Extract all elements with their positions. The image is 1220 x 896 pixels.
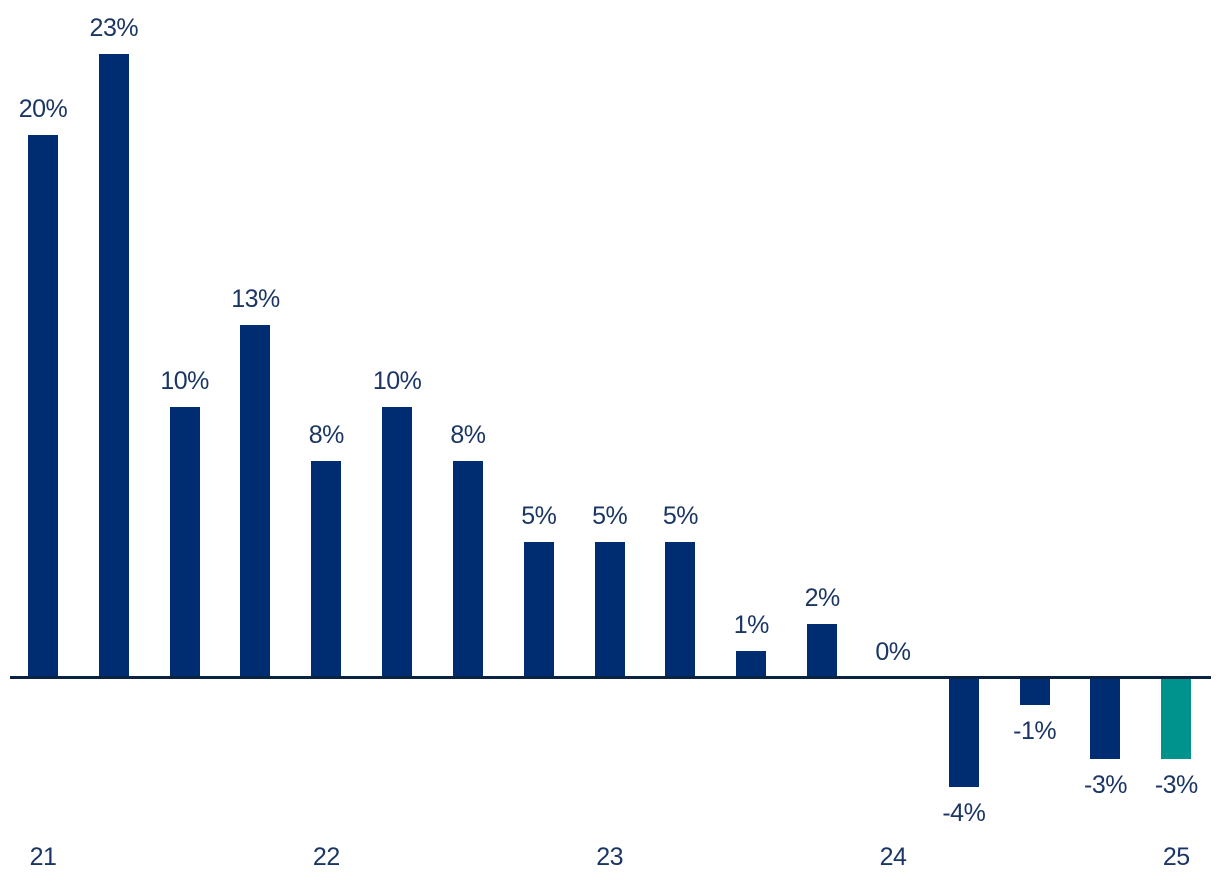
bar [311,460,342,678]
bar [948,678,979,787]
bar-value-label: 8% [450,420,486,449]
bar-value-label: 5% [592,502,628,531]
bar-value-label: -3% [1084,771,1127,800]
bar-value-label: -3% [1154,771,1198,800]
bar [736,650,767,678]
bar-value-label: 5% [662,502,699,531]
bar-value-label: -4% [942,798,986,827]
bar-value-label: 13% [231,285,280,314]
bar [240,325,271,678]
bar [1090,678,1121,760]
bar [523,542,554,678]
bar [382,406,413,678]
bar [594,542,625,678]
bar-value-label: -1% [1013,717,1057,746]
bar-value-label: 5% [521,502,557,531]
bar [807,623,838,678]
bar [665,542,696,678]
highlighted-bar [1161,678,1192,760]
bar [28,135,58,678]
x-axis-baseline [10,676,1211,679]
bar [1019,678,1050,706]
bar-value-label: 2% [804,583,841,612]
bar-value-label: 1% [733,610,770,639]
x-axis-tick-label: 21 [29,843,57,871]
bar [98,53,129,678]
bar-value-label: 23% [89,13,139,42]
bar-value-label: 0% [875,638,911,666]
bar-value-label: 8% [308,420,345,449]
x-axis-tick-label: 24 [879,843,907,871]
x-axis-tick-label: 23 [596,843,624,871]
x-axis-tick-label: 25 [1162,843,1190,871]
bar [452,460,483,678]
bar-value-label: 20% [18,95,68,123]
bar-value-label: 10% [372,366,422,395]
bar [169,406,200,678]
bar-value-label: 10% [160,366,209,395]
x-axis-tick-label: 22 [312,843,340,871]
